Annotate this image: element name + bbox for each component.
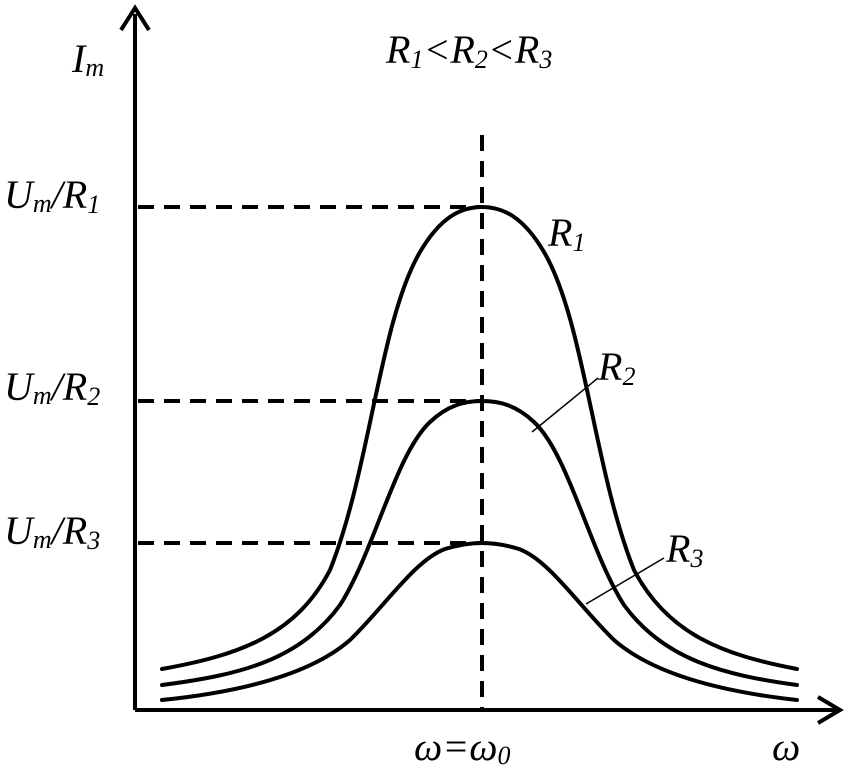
resonance-label: ω=ω0 xyxy=(414,724,511,766)
y-axis-label: Im xyxy=(71,36,104,82)
x-axis-arrowhead xyxy=(816,695,844,725)
y-level-label-r2: Um/R2 xyxy=(4,364,100,411)
curve-r2 xyxy=(160,399,799,687)
curve-r1 xyxy=(160,205,799,671)
y-level-label-r1: Um/R1 xyxy=(4,172,100,219)
x-axis-label: ω xyxy=(772,724,800,766)
curve-label-r1: R1 xyxy=(547,210,585,257)
y-level-label-r3: Um/R3 xyxy=(4,508,100,555)
curve-label-leader-r3 xyxy=(585,557,665,605)
resistance-relation-label: R1<R2<R3 xyxy=(385,27,552,74)
curve-r3 xyxy=(160,541,799,702)
curve-label-leader-r2 xyxy=(531,377,599,433)
curve-label-r3: R3 xyxy=(665,526,703,573)
y-axis-arrowhead xyxy=(119,4,151,32)
curve-label-r2: R2 xyxy=(597,344,635,391)
